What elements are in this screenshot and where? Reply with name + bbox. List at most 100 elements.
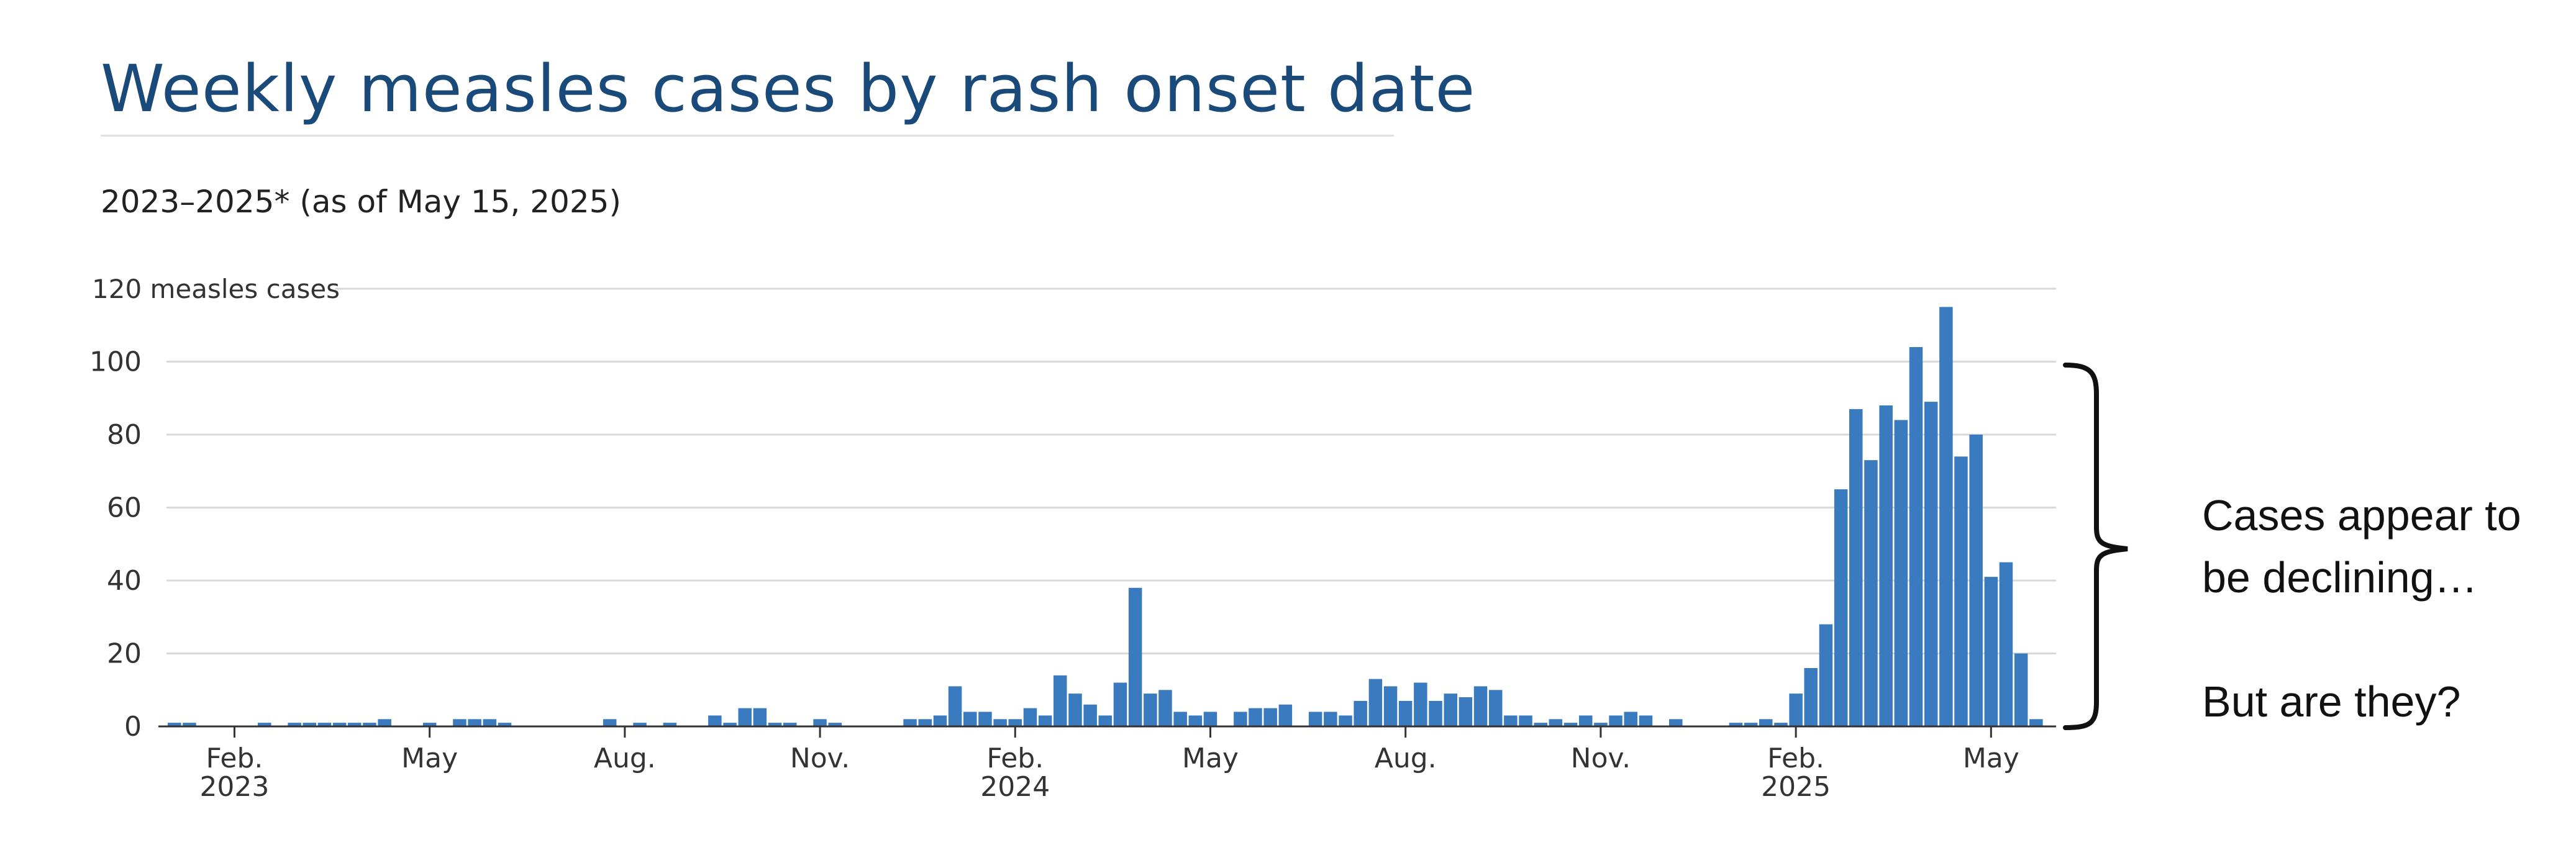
x-tick-year: 2023 xyxy=(199,771,269,803)
bar xyxy=(918,719,932,727)
x-tick-label: Feb. xyxy=(986,743,1044,774)
chart-subtitle: 2023–2025* (as of May 15, 2025) xyxy=(101,184,621,220)
bar xyxy=(1158,690,1172,727)
bar xyxy=(1203,712,1217,726)
bar xyxy=(1038,715,1052,726)
bar xyxy=(1429,700,1442,726)
bar xyxy=(1924,402,1938,726)
bar xyxy=(1744,723,1758,726)
bar xyxy=(978,712,992,726)
bar xyxy=(1954,456,1968,727)
bar xyxy=(303,723,316,726)
bar xyxy=(1444,694,1457,726)
bar xyxy=(708,715,722,726)
bar xyxy=(1144,694,1157,726)
bar xyxy=(348,723,362,726)
x-tick-label: Aug. xyxy=(1375,743,1437,774)
bar xyxy=(1459,697,1473,726)
bar xyxy=(1173,712,1187,726)
bar xyxy=(1909,347,1923,726)
bar xyxy=(1789,694,1803,726)
y-tick-label: 60 xyxy=(107,492,142,524)
bar xyxy=(1819,624,1833,726)
bar xyxy=(828,723,842,726)
bar xyxy=(1098,715,1112,726)
bar xyxy=(2014,653,2028,726)
gridlines xyxy=(166,287,2056,728)
x-tick-year: 2024 xyxy=(980,771,1050,803)
bar xyxy=(288,723,301,726)
bar xyxy=(783,723,797,726)
bar xyxy=(1999,562,2013,726)
bar-series xyxy=(168,307,2043,727)
bar xyxy=(1398,700,1413,726)
bar xyxy=(1339,715,1352,726)
bar xyxy=(1489,690,1503,727)
bar xyxy=(1249,708,1262,726)
bar xyxy=(933,715,947,726)
y-tick-label: 20 xyxy=(107,638,142,670)
bar xyxy=(1473,686,1488,726)
title-divider xyxy=(101,135,1394,137)
y-axis: 0 20 40 60 80 100 120 measles cases xyxy=(89,274,340,743)
bar xyxy=(768,723,782,726)
bar xyxy=(1519,715,1532,726)
bar xyxy=(1414,682,1427,726)
x-tick-label: Nov. xyxy=(790,743,850,774)
bar xyxy=(1008,719,1022,727)
bar xyxy=(1849,409,1863,726)
bar xyxy=(1594,723,1608,726)
bar xyxy=(183,723,196,726)
x-tick-year: 2025 xyxy=(1761,771,1831,803)
bar xyxy=(1774,723,1788,726)
bar xyxy=(948,686,962,726)
bar xyxy=(1984,577,1998,726)
x-tick-label: Aug. xyxy=(594,743,656,774)
bar xyxy=(1263,708,1277,726)
bar xyxy=(1383,686,1398,726)
bar xyxy=(1278,704,1293,727)
bar xyxy=(1324,712,1337,726)
bar xyxy=(332,723,347,726)
bar xyxy=(258,723,271,726)
bar xyxy=(1804,668,1818,726)
bar xyxy=(1054,675,1067,727)
bar xyxy=(1579,715,1593,726)
annotation-text: Cases appear to be declining… xyxy=(2202,484,2521,608)
bar xyxy=(1609,715,1623,726)
bar xyxy=(378,719,391,727)
bar xyxy=(903,719,917,727)
x-tick-label: May xyxy=(401,743,458,774)
chart-title: Weekly measles cases by rash onset date xyxy=(101,51,1476,127)
y-tick-label: 0 xyxy=(124,711,142,743)
bar xyxy=(1639,715,1653,726)
y-tick-label: 120 measles cases xyxy=(92,274,340,304)
bar xyxy=(603,719,617,727)
x-tick-label: May xyxy=(1182,743,1239,774)
bar xyxy=(1068,694,1082,726)
bar xyxy=(1308,712,1322,726)
annotation-line-1: Cases appear to xyxy=(2202,491,2521,540)
y-tick-label: 80 xyxy=(107,419,142,451)
bar xyxy=(1939,307,1953,726)
bar xyxy=(1864,460,1878,726)
bar xyxy=(1549,719,1563,727)
bar xyxy=(363,723,376,726)
y-tick-label: 100 xyxy=(89,346,142,378)
bar xyxy=(498,723,512,726)
bar xyxy=(1128,587,1142,727)
bar xyxy=(1669,719,1683,727)
bar xyxy=(468,719,481,727)
bar xyxy=(1534,723,1547,726)
bar xyxy=(1188,715,1203,726)
bar xyxy=(963,712,977,726)
bar xyxy=(633,723,647,726)
bar xyxy=(422,723,437,726)
bar xyxy=(663,723,677,726)
bar xyxy=(723,723,737,726)
bar xyxy=(1834,489,1848,726)
annotation-question: But are they? xyxy=(2202,677,2461,726)
bar xyxy=(753,708,767,726)
bar xyxy=(1969,435,1983,726)
